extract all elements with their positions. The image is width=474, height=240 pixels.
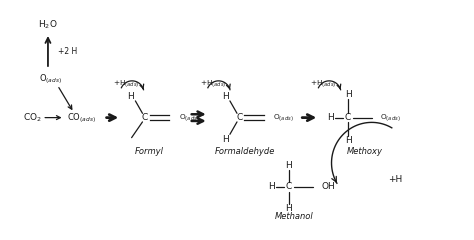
Text: +2 H: +2 H <box>58 47 78 55</box>
Text: H$_2$O: H$_2$O <box>38 18 58 31</box>
Text: H: H <box>345 90 351 99</box>
Text: H: H <box>345 136 351 145</box>
Text: O$_{(ads)}$: O$_{(ads)}$ <box>380 112 401 123</box>
Text: +H$_{(ads)}$: +H$_{(ads)}$ <box>310 78 337 89</box>
Text: CO$_{(ads)}$: CO$_{(ads)}$ <box>67 111 97 125</box>
Text: C: C <box>142 113 148 122</box>
Text: H: H <box>327 113 334 122</box>
Text: OH: OH <box>321 182 335 191</box>
Text: H: H <box>222 135 228 144</box>
Text: O$_{(ads)}$: O$_{(ads)}$ <box>179 112 200 123</box>
Text: H: H <box>286 161 292 170</box>
Text: C: C <box>286 182 292 191</box>
Text: CO$_2$: CO$_2$ <box>23 111 42 124</box>
Text: O$_{(ads)}$: O$_{(ads)}$ <box>39 72 62 86</box>
Text: C: C <box>236 113 243 122</box>
Text: +H: +H <box>388 175 402 184</box>
Text: H: H <box>128 92 134 101</box>
Text: Methoxy: Methoxy <box>346 147 383 156</box>
Text: +H$_{(ads)}$: +H$_{(ads)}$ <box>113 78 139 89</box>
Text: H: H <box>222 92 228 101</box>
Text: H: H <box>268 182 274 191</box>
Text: C: C <box>345 113 351 122</box>
Text: H: H <box>286 204 292 213</box>
Text: +H$_{(ads)}$: +H$_{(ads)}$ <box>200 78 226 89</box>
Text: O$_{(ads)}$: O$_{(ads)}$ <box>273 112 294 123</box>
Text: Formyl: Formyl <box>135 147 164 156</box>
Text: Methanol: Methanol <box>274 212 313 221</box>
Text: Formaldehyde: Formaldehyde <box>215 147 275 156</box>
